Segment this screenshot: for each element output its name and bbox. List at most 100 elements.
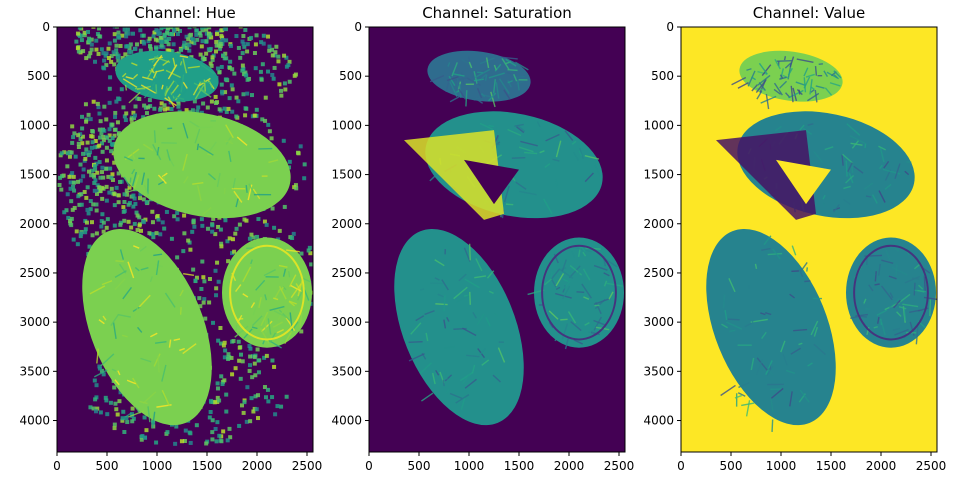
tissue-texture — [799, 262, 808, 273]
speckle — [241, 41, 246, 46]
speckle — [132, 113, 137, 118]
tissue-texture — [131, 152, 136, 160]
speckle — [213, 94, 218, 99]
speckle — [192, 41, 197, 46]
speckle — [190, 229, 195, 234]
panel-title: Channel: Saturation — [422, 4, 572, 22]
speckle — [238, 55, 243, 60]
tissue-texture — [486, 270, 495, 279]
speckle — [101, 220, 106, 225]
speckle — [238, 352, 243, 357]
speckle — [234, 226, 239, 231]
speckle — [245, 42, 250, 47]
speckle — [270, 206, 275, 211]
speckle — [243, 113, 248, 118]
speckle — [168, 27, 173, 30]
tissue-texture — [561, 323, 569, 340]
speckle — [174, 424, 179, 429]
speckle — [112, 223, 117, 228]
tissue-texture — [452, 73, 465, 77]
tissue-texture — [888, 275, 897, 280]
tissue-texture — [750, 318, 768, 323]
speckle — [102, 104, 107, 109]
speckle — [207, 277, 212, 282]
speckle — [133, 104, 138, 109]
tissue-texture — [895, 263, 898, 277]
speckle — [162, 33, 167, 38]
speckle — [200, 27, 205, 30]
speckle — [131, 416, 136, 421]
speckle — [173, 441, 178, 446]
tissue-texture — [133, 245, 140, 249]
speckle — [284, 55, 289, 60]
tissue-texture — [814, 65, 818, 76]
tissue-texture — [444, 374, 453, 382]
speckle — [219, 341, 224, 346]
speckle — [223, 90, 228, 95]
tissue-texture — [784, 62, 792, 69]
speckle — [228, 435, 233, 440]
speckle — [114, 407, 119, 412]
speckle — [124, 188, 129, 193]
speckle — [256, 358, 261, 363]
speckle — [92, 20, 96, 24]
speckle — [217, 46, 222, 51]
tissue-texture — [155, 69, 165, 73]
tissue-texture — [273, 297, 279, 301]
tissue-texture — [879, 147, 885, 163]
speckle — [86, 153, 91, 158]
speckle — [109, 54, 114, 59]
tissue-texture — [552, 158, 560, 162]
speckle — [96, 105, 101, 110]
speckle — [282, 204, 287, 209]
speckle — [199, 217, 204, 222]
speckle — [210, 57, 215, 62]
tissue-texture — [153, 353, 161, 367]
tissue-texture — [755, 78, 767, 94]
speckle — [179, 48, 184, 53]
tissue-texture — [429, 74, 445, 83]
speckle — [71, 135, 76, 140]
speckle — [240, 51, 245, 56]
speckle — [215, 386, 220, 391]
tissue-texture — [577, 270, 580, 277]
speckle — [107, 86, 112, 91]
speckle — [97, 22, 101, 26]
speckle — [270, 72, 275, 77]
tissue-texture — [155, 263, 163, 268]
y-tick-label: 1000 — [19, 118, 50, 132]
speckle — [156, 29, 161, 34]
tissue-texture — [445, 388, 451, 394]
speckle — [107, 138, 112, 143]
speckle — [222, 106, 227, 111]
tissue-texture — [912, 277, 920, 280]
speckle — [249, 396, 254, 401]
speckle — [194, 32, 199, 37]
tissue-texture — [494, 312, 499, 317]
speckle — [112, 192, 117, 197]
speckle — [242, 44, 247, 49]
speckle — [86, 211, 91, 216]
speckle — [84, 119, 89, 124]
speckle — [101, 51, 106, 56]
tissue-texture — [548, 310, 559, 320]
tissue-texture — [498, 78, 510, 94]
speckle — [130, 412, 135, 417]
tissue-texture — [235, 324, 238, 332]
speckle — [73, 154, 78, 159]
speckle — [123, 21, 127, 25]
speckle — [211, 216, 216, 221]
tissue-texture — [756, 90, 763, 100]
speckle — [98, 175, 103, 180]
speckle — [62, 150, 67, 155]
tissue-texture — [569, 264, 583, 276]
tissue-texture — [234, 284, 242, 293]
tissue-texture — [114, 278, 126, 290]
speckle — [84, 220, 89, 225]
speckle — [208, 61, 213, 66]
x-tick-label: 500 — [96, 459, 119, 473]
speckle — [183, 428, 188, 433]
speckle — [105, 412, 110, 417]
speckle — [129, 225, 134, 230]
tissue-texture — [583, 296, 590, 300]
